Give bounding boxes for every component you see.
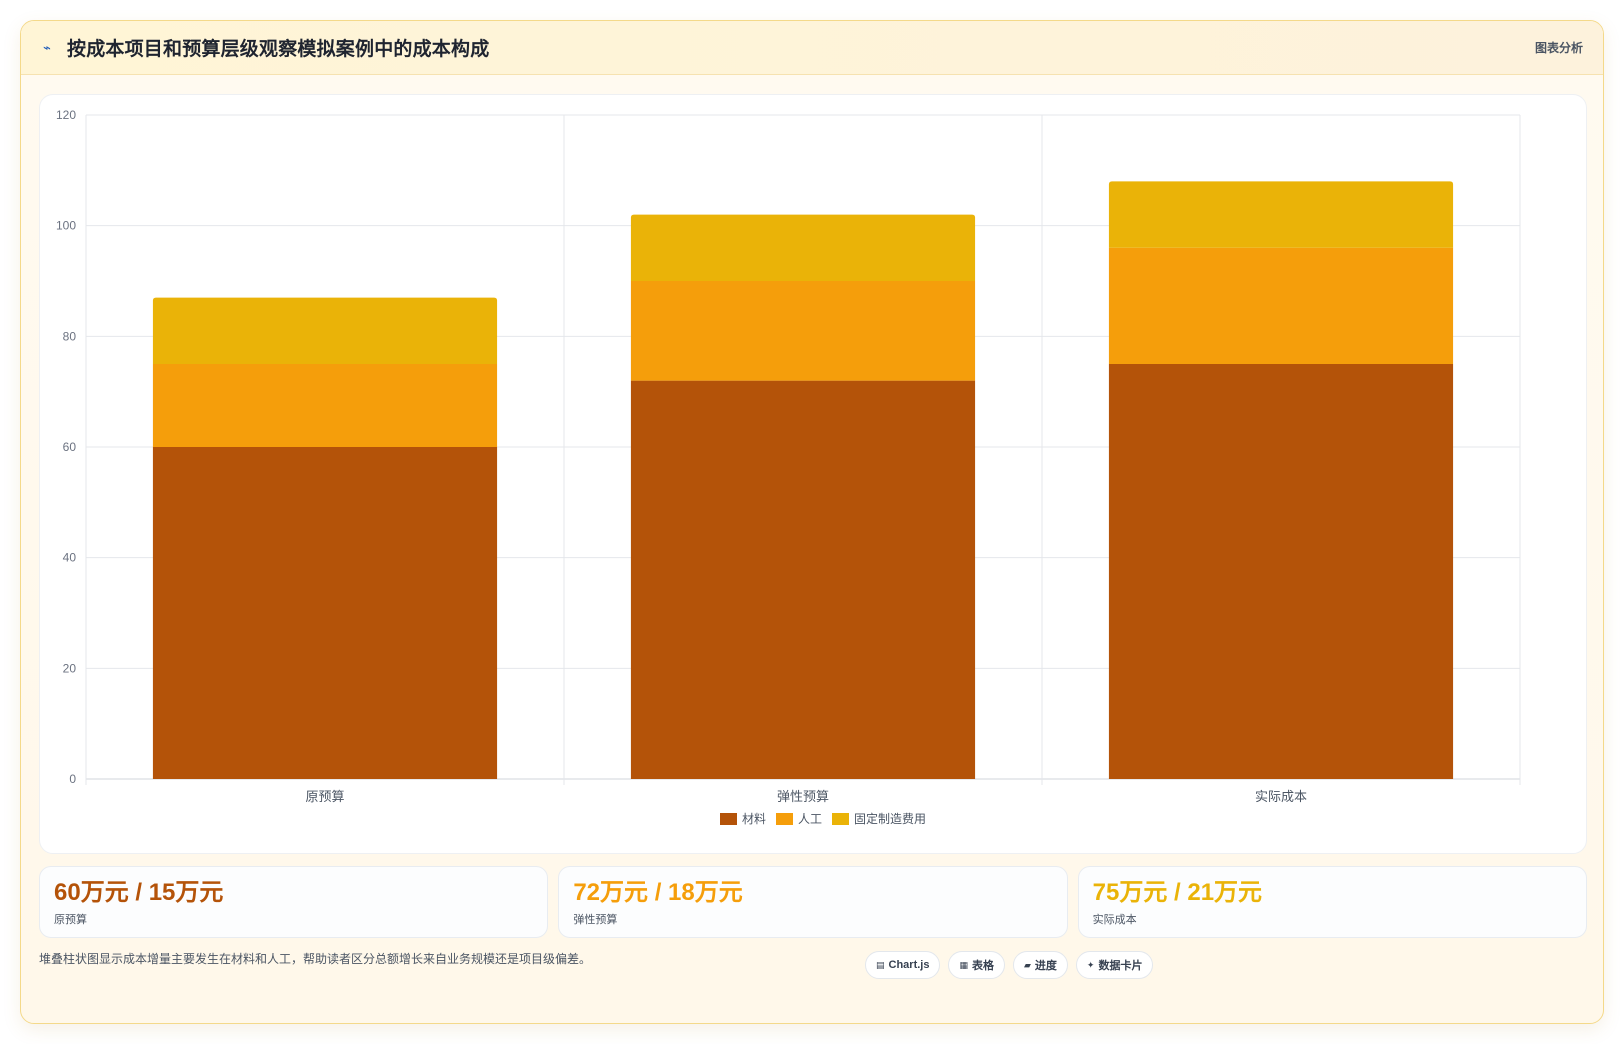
bar-segment (152, 364, 498, 447)
legend-label: 人工 (798, 812, 822, 826)
chip-label: 进度 (1034, 960, 1057, 972)
chart-note: 堆叠柱状图显示成本增量主要发生在材料和人工，帮助读者区分总额增长来自业务规模还是… (39, 952, 592, 966)
line-chart-icon: ⌁ (43, 39, 51, 55)
chip-label: 表格 (972, 960, 994, 972)
legend-label: 固定制造费用 (854, 811, 926, 826)
chart-panel: 0 20 40 60 80 100 120 原预算 弹性预算 实际成本材料 人工 固定制造费用 (39, 94, 1587, 854)
legend-swatch (720, 813, 737, 825)
stat-value: 60万元 / 15万元 (54, 879, 224, 906)
stat-value: 72万元 / 18万元 (573, 879, 743, 906)
chart-card: ⌁ 按成本项目和预算层级观察模拟案例中的成本构成 图表分析 0 20 40 60 80 1… (20, 20, 1604, 1024)
legend-label: 材料 (742, 812, 766, 826)
stat-cards: 60万元 / 15万元 原预算 72万元 / 18万元 弹性预算 75万元 / … (39, 866, 1587, 938)
chip-table[interactable]: ▦ 表格 (948, 951, 1005, 979)
stat-card-original: 60万元 / 15万元 原预算 (39, 866, 549, 938)
bar-segment (630, 281, 976, 381)
page-title: 按成本项目和预算层级观察模拟案例中的成本构成 (67, 39, 490, 60)
bar-segment (152, 447, 498, 779)
bar-segment (1108, 181, 1454, 248)
bar-segment (1108, 364, 1454, 779)
chip-label: 数据卡片 (1098, 960, 1143, 972)
y-tick-label: 40 (63, 551, 77, 565)
stat-label: 实际成本 (1092, 914, 1137, 926)
y-tick-label: 0 (69, 772, 76, 786)
table-icon: ▦ (959, 959, 968, 970)
legend-swatch (776, 813, 793, 825)
card-footer: 堆叠柱状图显示成本增量主要发生在材料和人工，帮助读者区分总额增长来自业务规模还是… (39, 949, 1587, 989)
chart-icon: ▤ (876, 959, 885, 970)
chip-chartjs[interactable]: ▤ Chart.js (865, 951, 941, 979)
bar-segment (630, 214, 976, 281)
header-title-group: ⌁ 按成本项目和预算层级观察模拟案例中的成本构成 (43, 34, 489, 61)
stat-value: 75万元 / 21万元 (1092, 879, 1263, 906)
header-tag: 图表分析 (1534, 41, 1583, 55)
y-tick-label: 80 (63, 329, 77, 343)
chip-data-card[interactable]: ✦ 数据卡片 (1075, 951, 1154, 979)
bar-segment (630, 380, 976, 779)
stat-card-flexible: 72万元 / 18万元 弹性预算 (558, 866, 1068, 938)
x-tick-label: 弹性预算 (777, 789, 829, 804)
chip-label: Chart.js (888, 959, 930, 971)
y-tick-label: 20 (63, 661, 77, 675)
y-tick-label: 60 (63, 440, 77, 454)
bar-segment (152, 297, 498, 364)
card-header: ⌁ 按成本项目和预算层级观察模拟案例中的成本构成 图表分析 (21, 21, 1603, 75)
x-tick-label: 实际成本 (1255, 789, 1307, 804)
y-tick-label: 120 (56, 108, 76, 122)
stat-card-actual: 75万元 / 21万元 实际成本 (1077, 866, 1587, 938)
card-icon: ✦ (1086, 959, 1095, 970)
x-tick-label: 原预算 (305, 789, 344, 804)
y-tick-label: 100 (56, 219, 76, 233)
bar-segment (1108, 247, 1454, 364)
chip-progress[interactable]: ▰ 进度 (1013, 951, 1068, 979)
stat-label: 原预算 (54, 914, 87, 926)
stat-label: 弹性预算 (573, 914, 618, 926)
progress-icon: ▰ (1024, 959, 1031, 970)
chip-group: ▤ Chart.js ▦ 表格 ▰ 进度 ✦ 数据卡片 (865, 951, 1154, 979)
legend-swatch (832, 813, 849, 825)
